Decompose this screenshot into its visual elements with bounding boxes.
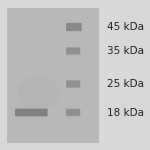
FancyBboxPatch shape [66,109,80,116]
Bar [7,8,99,142]
FancyBboxPatch shape [66,80,80,88]
FancyBboxPatch shape [66,23,82,31]
FancyBboxPatch shape [66,47,80,55]
Text: 45 kDa: 45 kDa [106,22,144,32]
Text: 35 kDa: 35 kDa [106,46,144,56]
Text: 18 kDa: 18 kDa [106,108,144,117]
FancyBboxPatch shape [15,109,48,116]
Text: 25 kDa: 25 kDa [106,79,144,89]
Ellipse shape [17,76,60,110]
